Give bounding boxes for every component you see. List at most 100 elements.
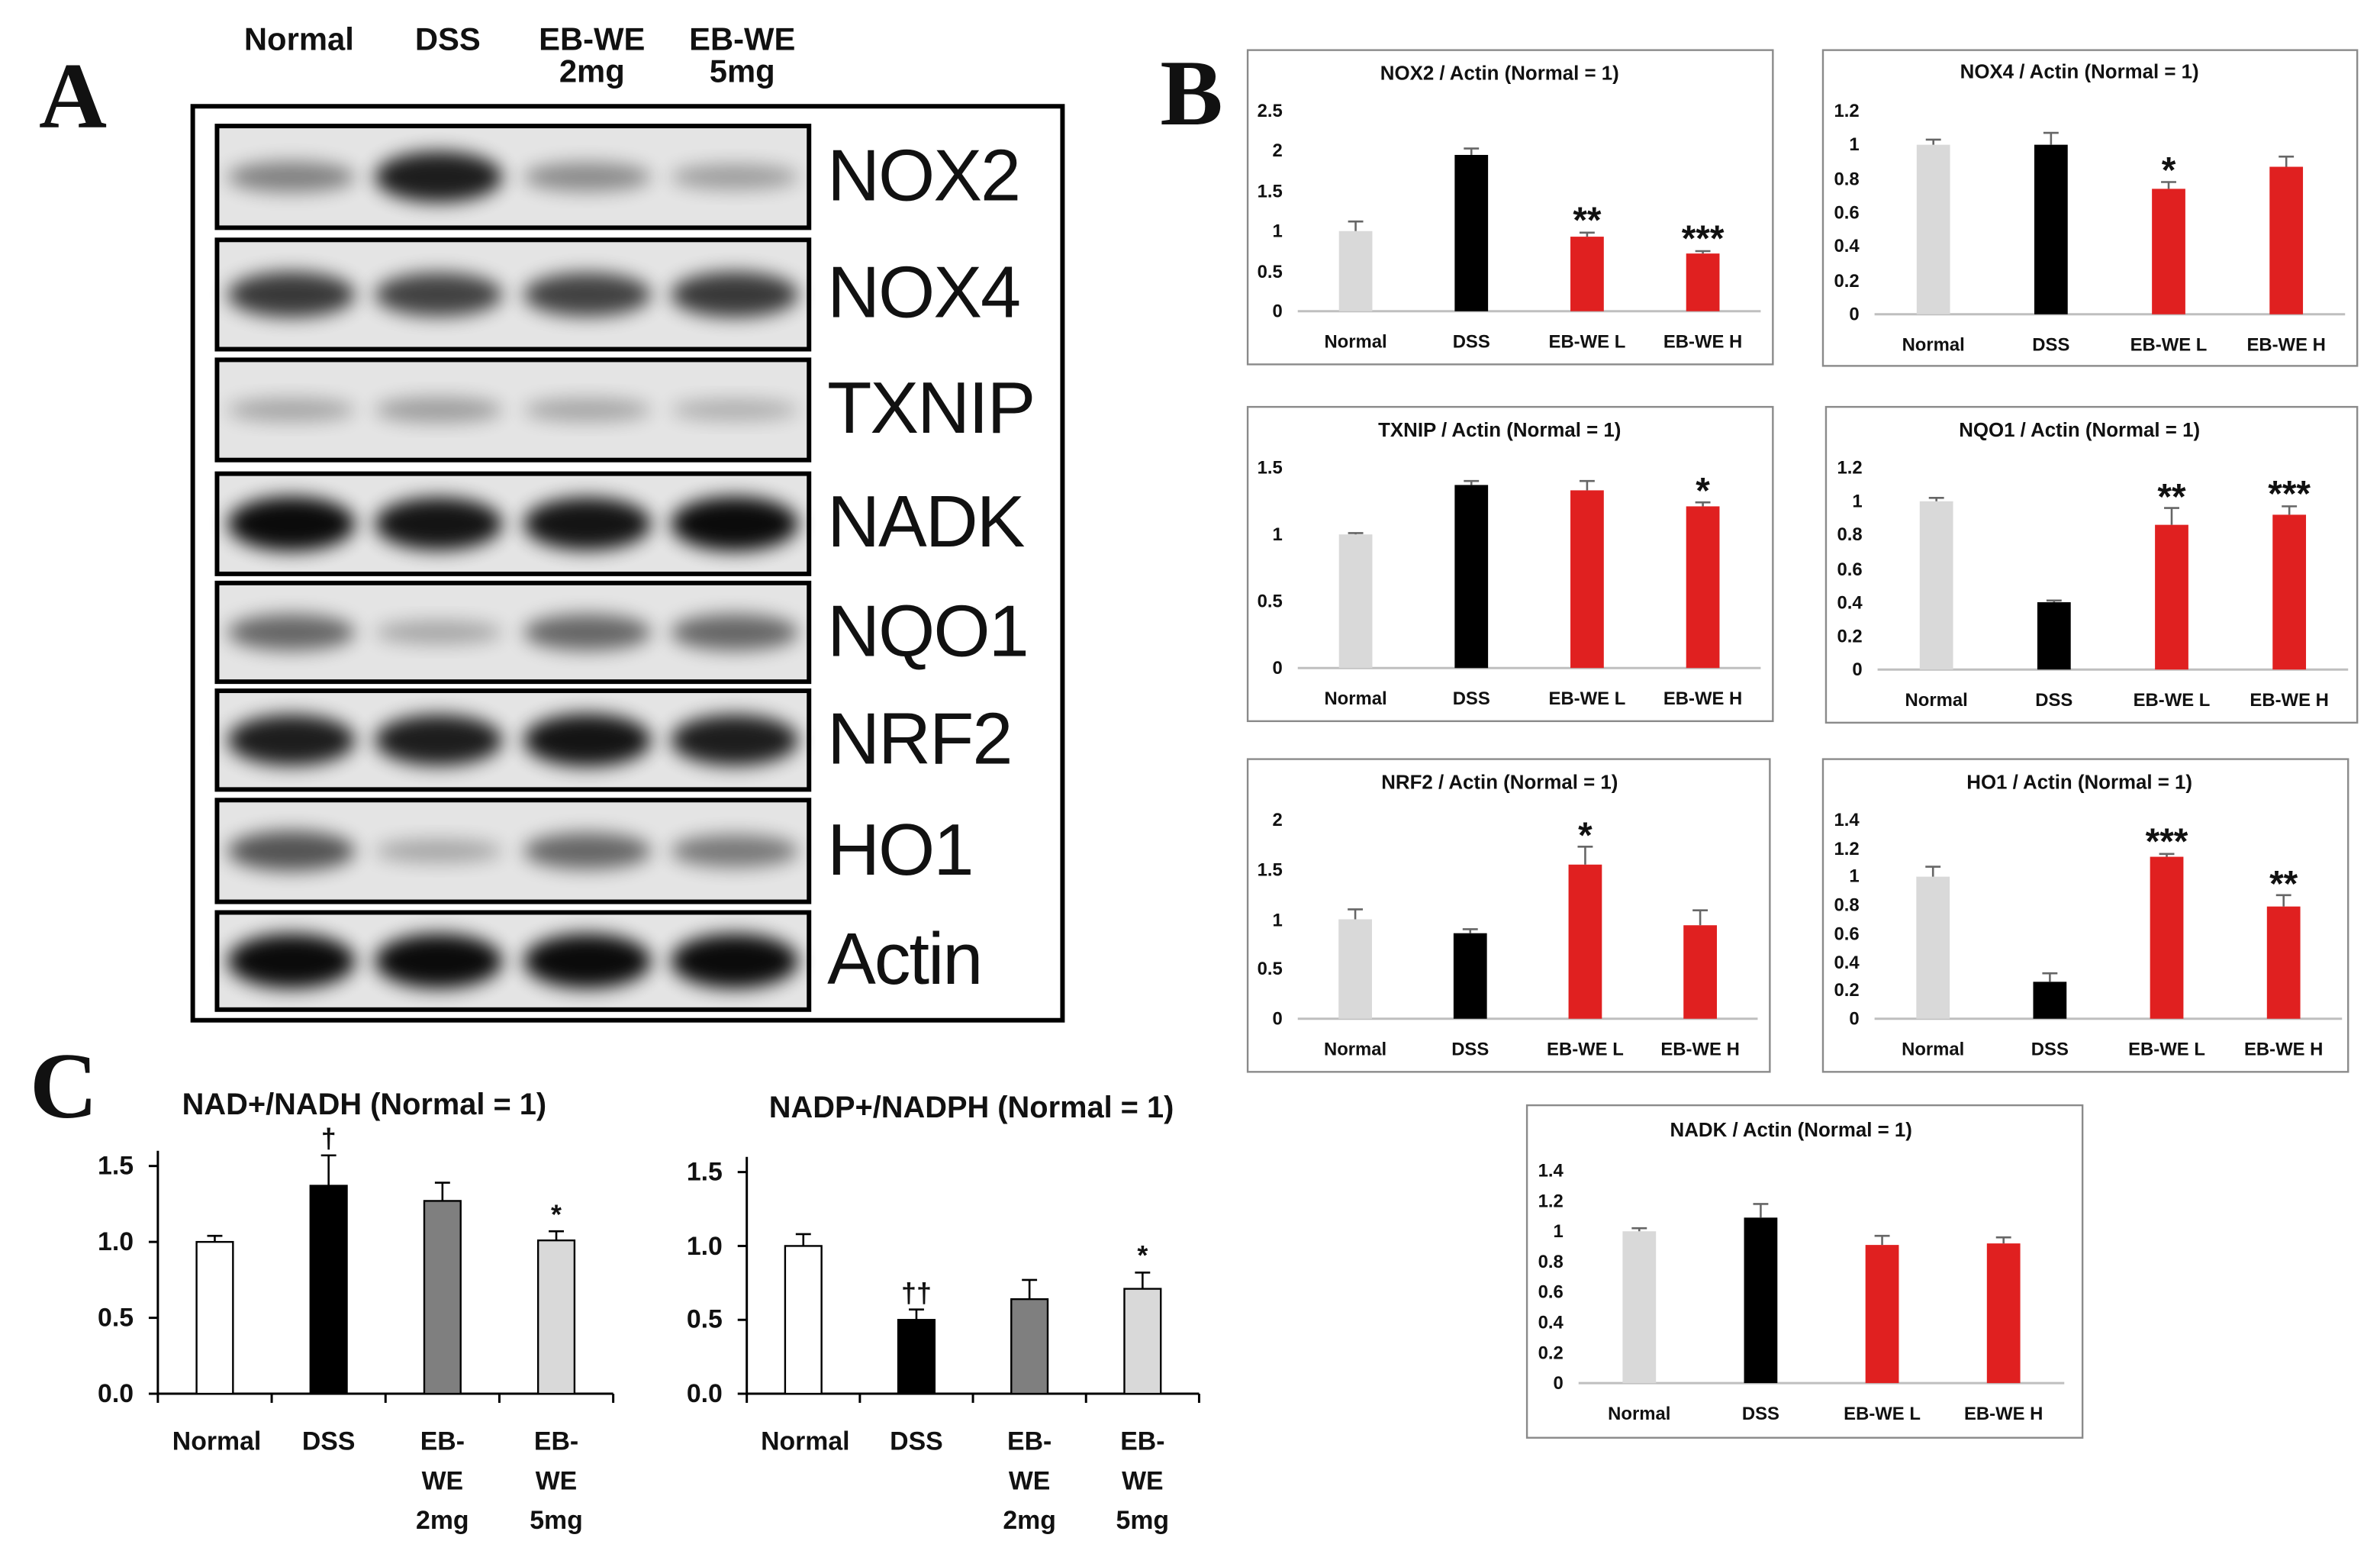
protein-label: HO1: [827, 810, 974, 891]
protein-label: TXNIP: [827, 369, 1035, 450]
bar: [1744, 1217, 1778, 1384]
bar: [897, 1319, 936, 1395]
blot-band: [523, 614, 652, 651]
bar: [1686, 506, 1720, 669]
significance-label: *: [2161, 150, 2176, 192]
y-tick-label: 0.5: [1257, 958, 1283, 980]
blot-band: [671, 496, 799, 552]
x-tick-label: EB-WE L: [1547, 1038, 1624, 1060]
y-tick-label: 0.6: [1538, 1281, 1564, 1303]
y-tick-label: 0.0: [686, 1379, 723, 1408]
blot-frame: [190, 104, 1065, 1023]
significance-label: **: [1573, 201, 1602, 243]
protein-label: NOX4: [827, 253, 1021, 334]
blot-band: [375, 620, 503, 645]
y-tick-label: 0.4: [1834, 951, 1860, 973]
y-tick-label: 1.5: [686, 1157, 723, 1187]
y-tick-label: 0.5: [1257, 590, 1283, 612]
bar: [1865, 1245, 1899, 1384]
bar: [1986, 1243, 2021, 1384]
y-tick-label: 0.8: [1538, 1251, 1564, 1272]
y-tick-label: 0.2: [1538, 1342, 1564, 1364]
y-tick-label: 1: [1849, 866, 1860, 888]
bar: [2034, 144, 2068, 314]
significance-label: †: [320, 1123, 337, 1154]
x-tick-label: DSS: [1452, 688, 1490, 709]
bar: [536, 1239, 576, 1395]
chart-title: TXNIP / Actin (Normal = 1): [1378, 418, 1622, 441]
y-tick-label: 0.8: [1834, 168, 1860, 189]
y-tick-label: 0.4: [1538, 1311, 1564, 1333]
bar: [423, 1200, 462, 1395]
lane-label: EB-WE 5mg: [689, 22, 796, 90]
chart-frame: [1821, 758, 2349, 1073]
bar: [1570, 237, 1604, 311]
blot-band: [523, 398, 652, 422]
bar: [1010, 1298, 1049, 1395]
bar: [2037, 602, 2071, 670]
bar: [1454, 485, 1489, 669]
blot-band: [671, 398, 799, 421]
blot-band: [523, 497, 652, 550]
x-tick-label: EB-WE L: [1548, 330, 1626, 353]
bar: [1454, 154, 1489, 311]
y-tick-label: 1.5: [1257, 859, 1283, 881]
x-tick-label: EB-WE L: [2133, 689, 2211, 711]
y-tick-label: 0.6: [1834, 923, 1860, 944]
y-tick-label: 0.0: [98, 1379, 134, 1408]
bar: [1453, 933, 1487, 1019]
blot-band: [375, 497, 503, 550]
significance-label: *: [1578, 814, 1593, 856]
x-tick-label: DSS: [890, 1427, 943, 1456]
y-tick-label: 0: [1272, 657, 1283, 679]
blot-band: [227, 496, 356, 552]
blot-band: [227, 272, 356, 318]
protein-label: NOX2: [827, 136, 1021, 217]
y-tick-label: 0: [1852, 659, 1863, 681]
blot-band: [671, 834, 799, 868]
bar: [2152, 189, 2185, 314]
bar: [2155, 524, 2188, 670]
blot-band: [523, 162, 652, 192]
bar: [1338, 231, 1373, 311]
y-tick-label: 0: [1553, 1372, 1564, 1394]
lane-label: DSS: [414, 22, 481, 58]
blot-band: [227, 161, 356, 193]
chart-frame: [1246, 405, 1774, 723]
chart-frame: [1824, 405, 2359, 724]
chart-title: NQO1 / Actin (Normal = 1): [1959, 418, 2201, 441]
x-tick-label: DSS: [2032, 334, 2070, 356]
y-tick-label: 1.4: [1834, 809, 1860, 831]
x-tick-label: Normal: [1323, 1038, 1387, 1060]
bar: [2033, 982, 2067, 1019]
chart-title: NAD+/NADH (Normal = 1): [182, 1088, 547, 1122]
significance-label: ***: [2268, 474, 2311, 516]
x-tick-label: EB-WE L: [2130, 334, 2208, 356]
y-tick-label: 0.5: [686, 1305, 723, 1335]
x-tick-label: EB-WE 5mg: [530, 1427, 583, 1536]
bar: [1622, 1231, 1657, 1384]
x-tick-label: EB-WE 2mg: [1003, 1427, 1056, 1536]
x-tick-label: EB-WE L: [1548, 688, 1626, 709]
y-tick-label: 1.2: [1834, 100, 1860, 122]
chart-frame: [1246, 758, 1771, 1073]
significance-label: **: [2269, 863, 2298, 905]
y-tick-label: 1: [1272, 524, 1283, 546]
y-tick-label: 0.6: [1837, 558, 1863, 579]
y-tick-label: 1: [1553, 1220, 1564, 1243]
y-tick-label: 1: [1849, 134, 1860, 156]
significance-label: *: [551, 1199, 562, 1230]
bar: [1919, 501, 1953, 670]
y-tick-label: 2: [1272, 809, 1283, 831]
y-tick-label: 0.8: [1834, 894, 1860, 916]
bar: [1916, 876, 1950, 1019]
blot-band: [523, 933, 652, 988]
bar: [1123, 1288, 1162, 1395]
blot-band: [671, 272, 799, 318]
chart-title: NADP+/NADPH (Normal = 1): [768, 1091, 1174, 1125]
x-tick-label: Normal: [1905, 689, 1968, 711]
y-tick-label: 0.4: [1834, 235, 1860, 257]
y-tick-label: 0.6: [1834, 201, 1860, 224]
blot-band: [671, 714, 799, 766]
bar: [2266, 906, 2301, 1019]
